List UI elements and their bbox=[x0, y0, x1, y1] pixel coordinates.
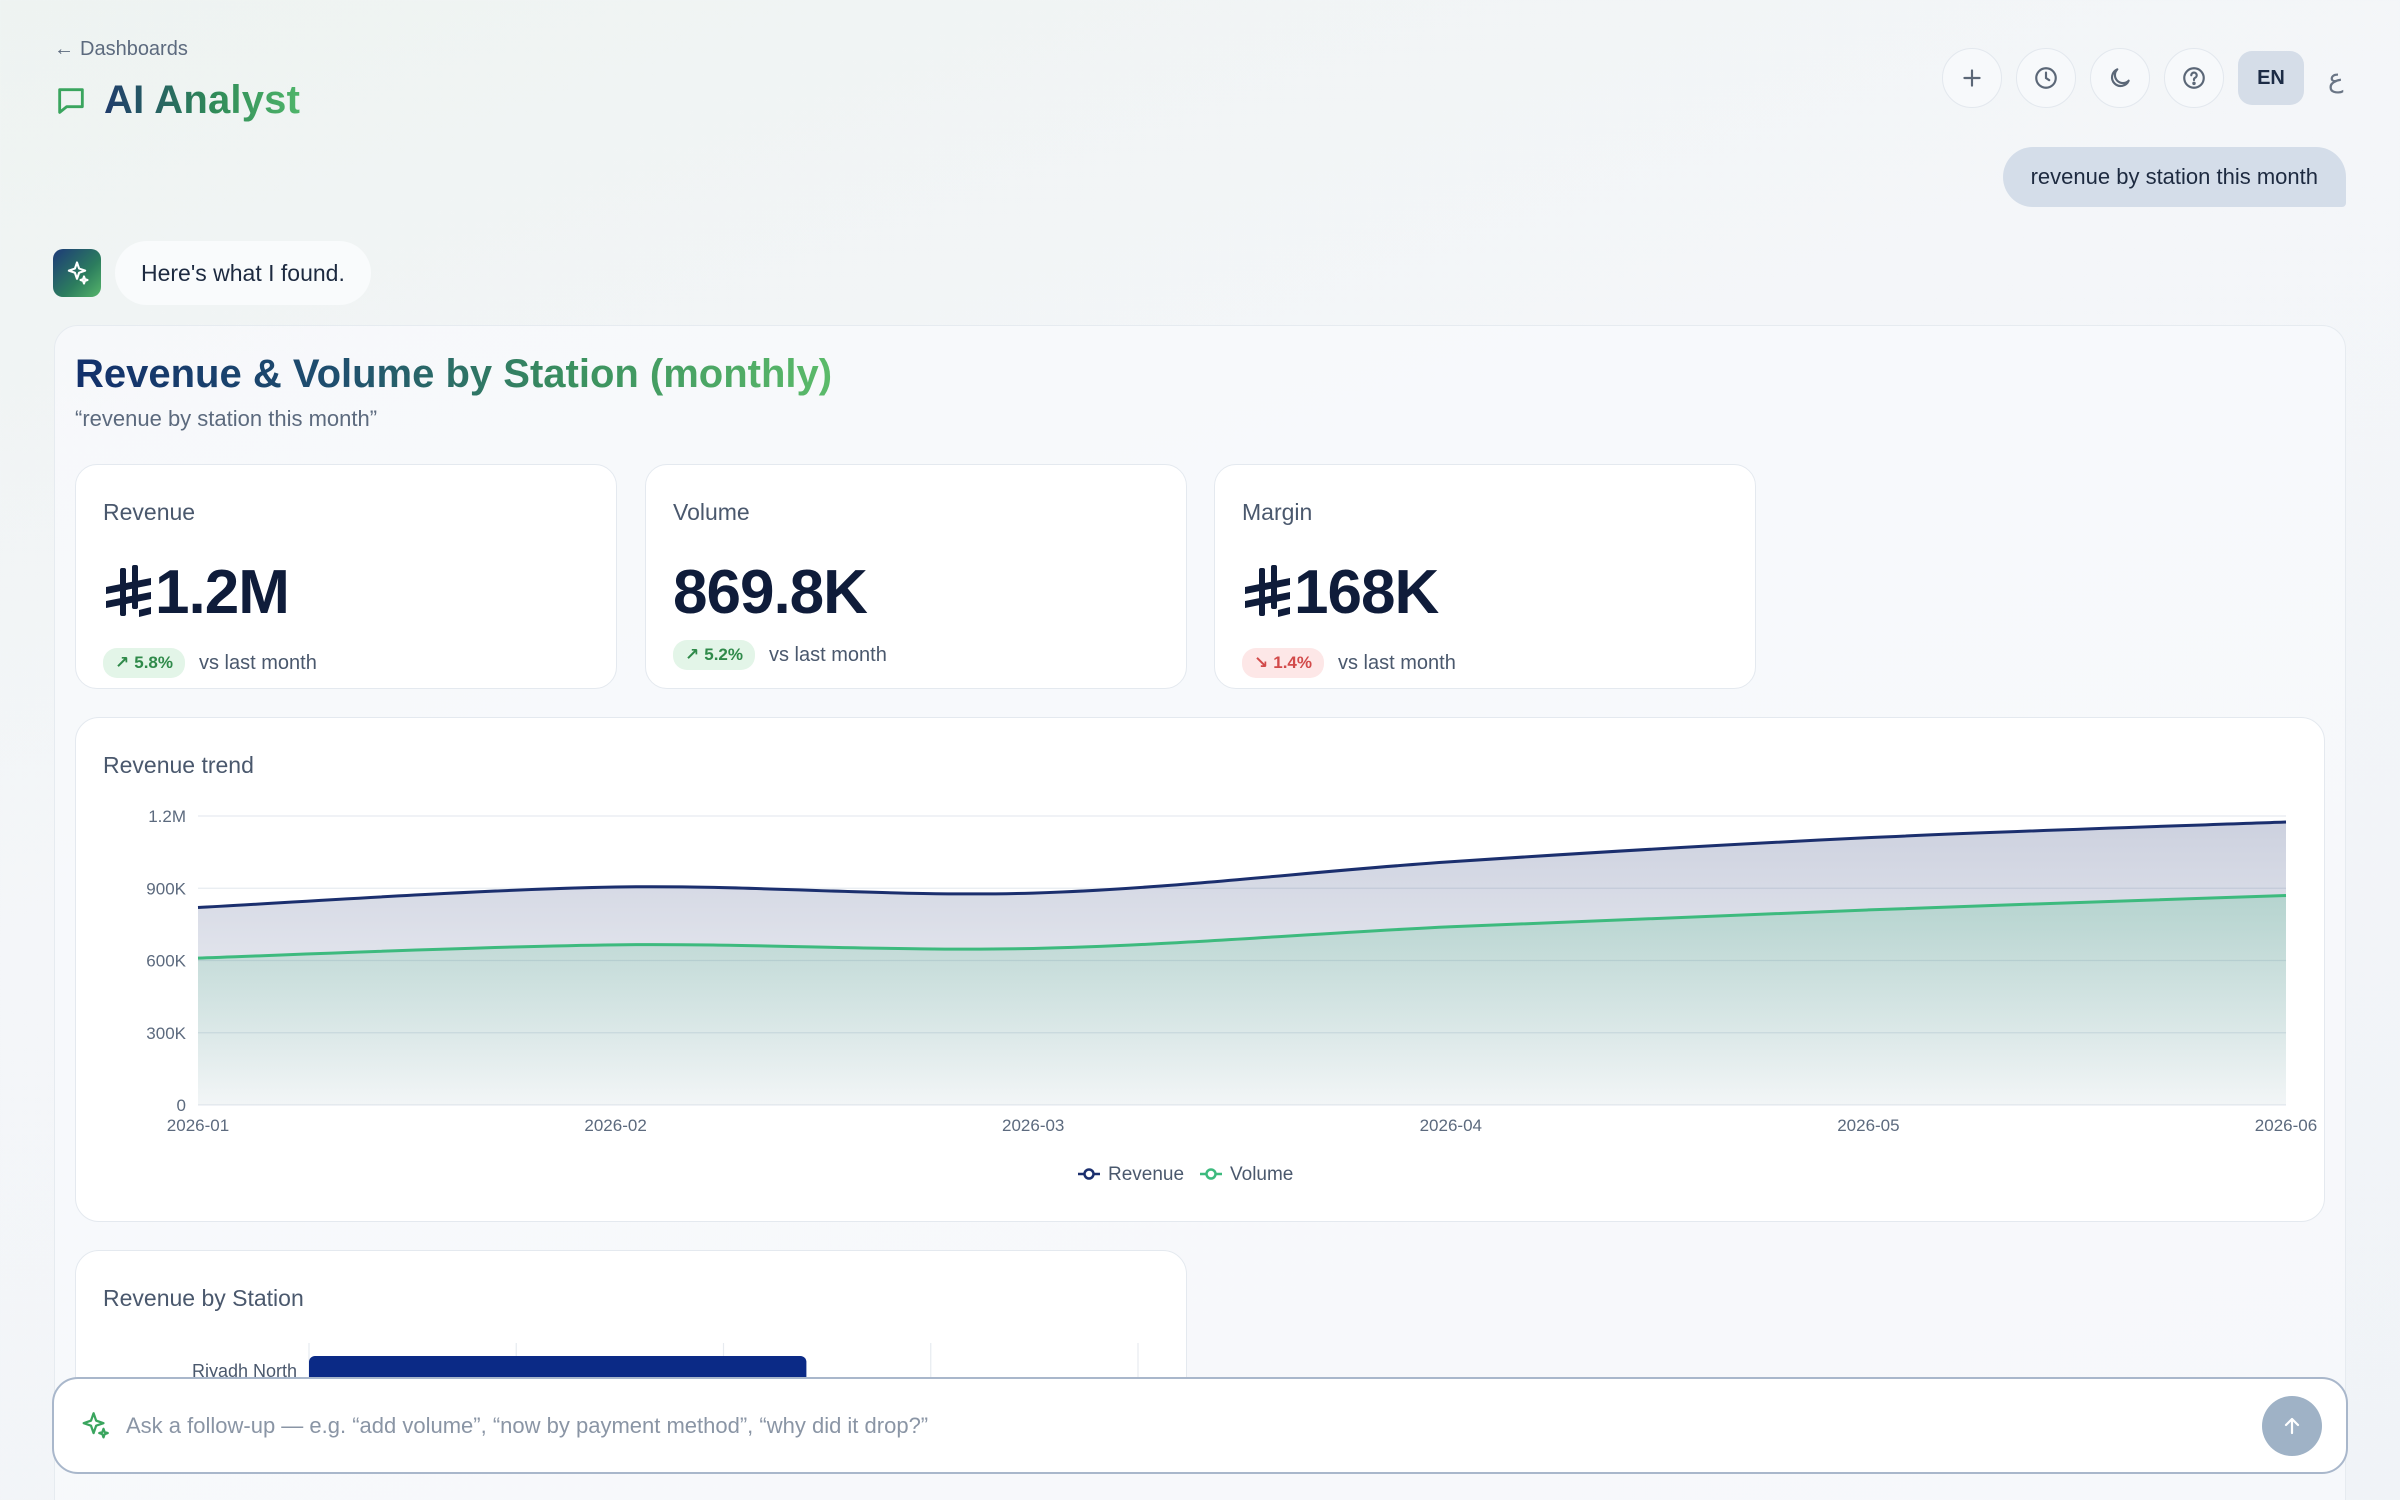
history-button[interactable] bbox=[2016, 48, 2076, 108]
moon-icon bbox=[2110, 68, 2130, 88]
top-toolbar: EN ع bbox=[1942, 48, 2348, 108]
back-arrow-icon: ← bbox=[54, 38, 74, 60]
legend-item: Volume bbox=[1200, 1164, 1293, 1185]
assistant-avatar bbox=[53, 249, 101, 297]
theme-toggle-button[interactable] bbox=[2090, 48, 2150, 108]
kpi-card-volume: Volume 869.8K ↗ 5.2% vs last month bbox=[645, 464, 1187, 689]
arrow-down-right-icon: ↘ bbox=[1254, 653, 1269, 672]
new-chat-button[interactable] bbox=[1942, 48, 2002, 108]
kpi-label: Revenue bbox=[103, 499, 196, 525]
kpi-value: 869.8K bbox=[673, 558, 868, 627]
help-circle-icon bbox=[2183, 67, 2205, 89]
kpi-value: 1.2M bbox=[103, 557, 290, 628]
kpi-delta: ↗ 5.8% vs last month bbox=[103, 648, 317, 678]
delta-caption: vs last month bbox=[1338, 651, 1456, 674]
y-tick-label: 900K bbox=[146, 879, 186, 898]
y-tick-label: 0 bbox=[177, 1096, 186, 1115]
result-title: Revenue & Volume by Station (monthly) bbox=[75, 352, 833, 396]
language-en-button[interactable]: EN bbox=[2238, 51, 2304, 105]
chart-title: Revenue by Station bbox=[103, 1285, 304, 1311]
query-echo: “revenue by station this month” bbox=[75, 406, 378, 431]
sparkle-icon bbox=[67, 261, 89, 285]
follow-up-input-bar bbox=[52, 1377, 2348, 1474]
page-header: AI Analyst bbox=[54, 78, 300, 123]
language-ar-button[interactable]: ع bbox=[2328, 62, 2344, 93]
y-tick-label: 600K bbox=[146, 952, 186, 971]
delta-caption: vs last month bbox=[199, 651, 317, 674]
assistant-message-row: Here's what I found. bbox=[53, 241, 371, 305]
riyal-currency-icon bbox=[106, 564, 151, 617]
delta-badge: ↗ 5.8% bbox=[103, 648, 185, 678]
legend-label: Revenue bbox=[1108, 1164, 1184, 1185]
x-tick-label: 2026-04 bbox=[1420, 1116, 1482, 1135]
help-button[interactable] bbox=[2164, 48, 2224, 108]
delta-badge: ↗ 5.2% bbox=[673, 640, 755, 670]
kpi-delta: ↗ 5.2% vs last month bbox=[673, 640, 887, 670]
y-tick-label: 300K bbox=[146, 1024, 186, 1043]
x-tick-label: 2026-01 bbox=[167, 1116, 229, 1135]
chat-bubble-icon bbox=[58, 87, 84, 114]
sparkle-icon bbox=[82, 1411, 109, 1438]
x-tick-label: 2026-06 bbox=[2255, 1116, 2317, 1135]
plus-icon bbox=[1963, 69, 1981, 87]
kpi-card-margin: Margin 168K ↘ 1.4% vs last month bbox=[1214, 464, 1756, 689]
x-tick-label: 2026-02 bbox=[584, 1116, 646, 1135]
follow-up-input[interactable] bbox=[126, 1412, 2262, 1439]
revenue-trend-card: Revenue trend 0 300K 600K 900K 1.2M 2026-01 20… bbox=[75, 717, 2325, 1222]
delta-caption: vs last month bbox=[769, 643, 887, 666]
kpi-delta: ↘ 1.4% vs last month bbox=[1242, 648, 1456, 678]
arrow-up-icon bbox=[2284, 1417, 2300, 1434]
user-message: revenue by station this month bbox=[2002, 147, 2346, 207]
revenue-trend-chart: 0 300K 600K 900K 1.2M 2026-01 2026-02 2026-03 20… bbox=[146, 807, 2317, 1185]
x-tick-label: 2026-05 bbox=[1837, 1116, 1899, 1135]
breadcrumb-label[interactable]: Dashboards bbox=[80, 38, 188, 60]
kpi-label: Margin bbox=[1242, 499, 1313, 525]
legend-label: Volume bbox=[1230, 1164, 1293, 1185]
volume-area bbox=[198, 895, 2286, 1105]
legend-item: Revenue bbox=[1078, 1164, 1184, 1185]
chart-title: Revenue trend bbox=[103, 752, 254, 778]
kpi-value: 168K bbox=[1242, 557, 1439, 628]
category-label: Riyadh North bbox=[192, 1361, 297, 1381]
delta-badge: ↘ 1.4% bbox=[1242, 648, 1324, 678]
x-tick-label: 2026-03 bbox=[1002, 1116, 1064, 1135]
send-button[interactable] bbox=[2262, 1395, 2322, 1456]
arrow-up-right-icon: ↗ bbox=[115, 653, 130, 672]
kpi-card-revenue: Revenue 1.2M ↗ 5.8% vs last month bbox=[75, 464, 617, 689]
kpi-label: Volume bbox=[673, 499, 750, 525]
history-clock-icon bbox=[2035, 67, 2057, 89]
breadcrumb[interactable]: ← Dashboards bbox=[54, 38, 188, 61]
revenue-line bbox=[197, 820, 2287, 910]
assistant-message: Here's what I found. bbox=[115, 241, 371, 305]
page-title: AI Analyst bbox=[104, 78, 301, 122]
volume-line bbox=[197, 893, 2287, 960]
y-tick-label: 1.2M bbox=[148, 807, 186, 826]
arrow-up-right-icon: ↗ bbox=[685, 645, 700, 664]
riyal-currency-icon bbox=[1245, 564, 1290, 617]
